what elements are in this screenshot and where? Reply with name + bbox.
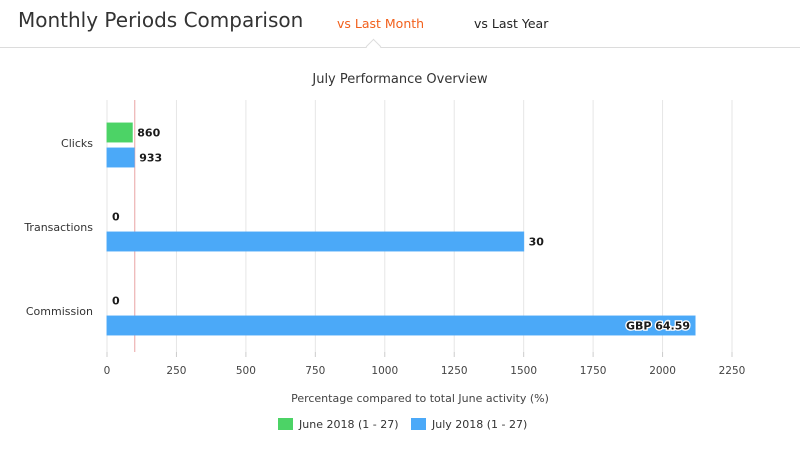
category-label: Commission xyxy=(26,305,93,318)
bar[interactable] xyxy=(106,122,133,143)
tab-vs-last-year[interactable]: vs Last Year xyxy=(474,16,549,31)
data-label: 0 xyxy=(112,211,120,224)
data-label: 933 xyxy=(139,152,162,165)
x-tick-label: 1750 xyxy=(580,365,607,377)
legend-label[interactable]: July 2018 (1 - 27) xyxy=(431,418,527,431)
category-label: Transactions xyxy=(23,221,93,234)
tab-vs-last-month[interactable]: vs Last Month xyxy=(337,16,425,31)
x-tick-label: 1000 xyxy=(371,365,398,377)
x-tick-label: 2000 xyxy=(649,365,676,377)
x-axis-label: Percentage compared to total June activi… xyxy=(291,392,549,405)
chart-title: July Performance Overview xyxy=(311,72,488,87)
x-tick-label: 1250 xyxy=(441,365,468,377)
x-axis-ticks: 0 250 500 750 1000 1250 1500 1750 2000 2250 xyxy=(104,365,746,377)
bar[interactable] xyxy=(106,147,135,168)
bar[interactable] xyxy=(106,315,696,336)
x-tick-label: 500 xyxy=(236,365,256,377)
legend-swatch[interactable] xyxy=(411,418,426,430)
bar[interactable] xyxy=(106,231,525,252)
chart-bars: 860 933 0 30 0 GBP 64.59 xyxy=(106,122,696,336)
header-bar: Monthly Periods Comparison vs Last Month… xyxy=(0,0,800,55)
chart-legend[interactable]: June 2018 (1 - 27) July 2018 (1 - 27) xyxy=(278,418,527,431)
chart-grid xyxy=(106,100,733,357)
data-label: GBP 64.59 xyxy=(626,320,690,333)
data-label: 0 xyxy=(112,295,120,308)
y-axis-categories: Clicks Transactions Commission xyxy=(23,137,93,318)
legend-label[interactable]: June 2018 (1 - 27) xyxy=(298,418,398,431)
category-label: Clicks xyxy=(61,137,93,150)
x-tick-label: 250 xyxy=(166,365,186,377)
x-tick-label: 750 xyxy=(305,365,325,377)
x-tick-label: 0 xyxy=(104,365,111,377)
page-title: Monthly Periods Comparison xyxy=(18,8,304,32)
x-tick-label: 1500 xyxy=(510,365,537,377)
legend-swatch[interactable] xyxy=(278,418,293,430)
data-label: 860 xyxy=(137,127,160,140)
x-tick-label: 2250 xyxy=(719,365,746,377)
data-label: 30 xyxy=(529,236,545,249)
